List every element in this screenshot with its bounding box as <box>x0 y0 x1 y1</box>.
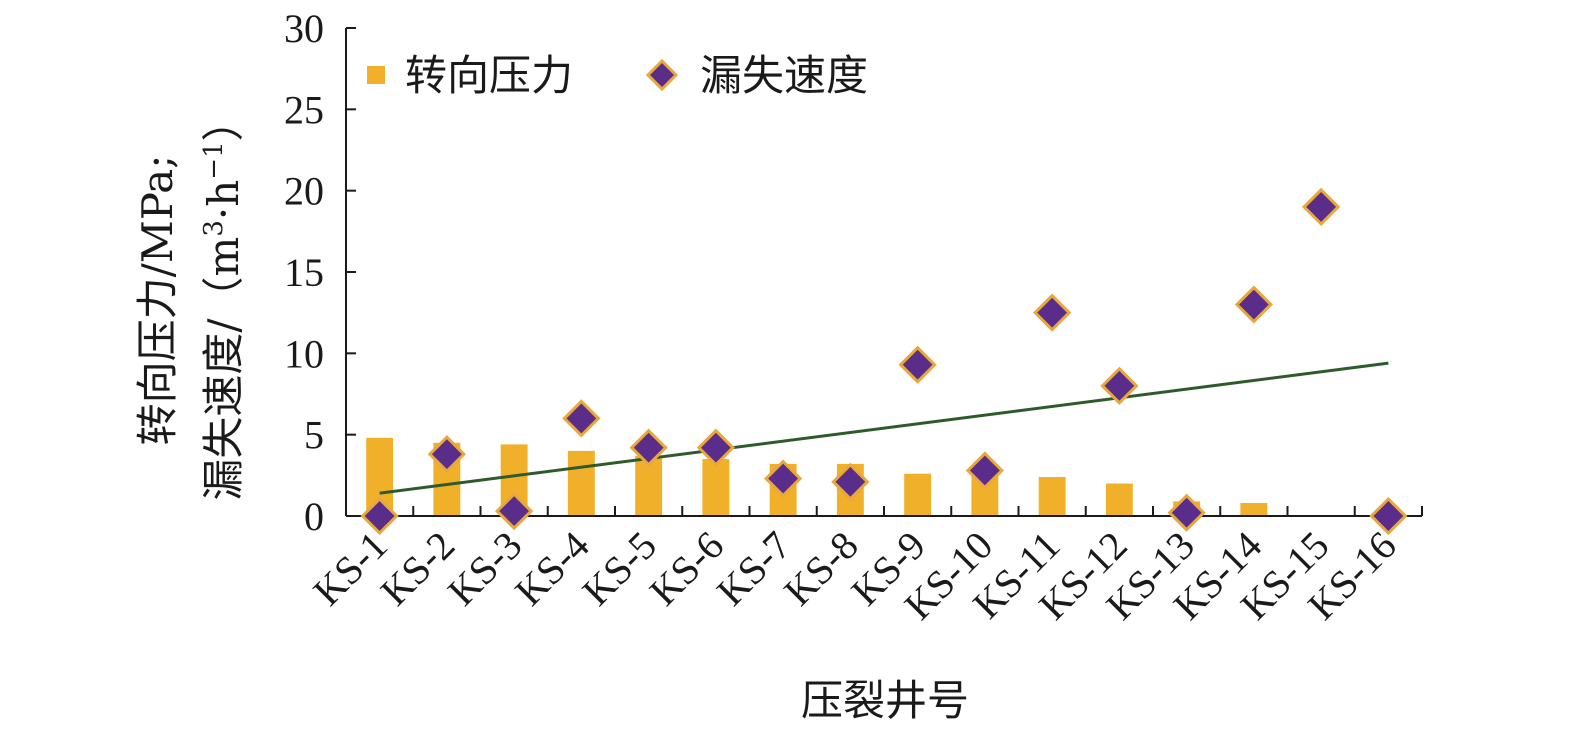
bar-KS-6 <box>702 459 730 516</box>
x-tick-label-KS-2: KS-2 <box>372 523 464 615</box>
bar-KS-9 <box>904 473 932 516</box>
point-KS-11 <box>1033 293 1072 332</box>
trendline <box>379 361 1389 495</box>
point-KS-15 <box>1302 187 1341 227</box>
bar-KS-14 <box>1240 503 1268 516</box>
point-KS-16 <box>1369 496 1408 536</box>
point-KS-9 <box>898 345 937 384</box>
y-tick-label-15: 15 <box>284 250 324 295</box>
y-axis-title-sup-2: −1 <box>199 141 229 179</box>
x-tick-label-KS-3: KS-3 <box>439 523 531 615</box>
x-tick-label-KS-5: KS-5 <box>573 523 665 615</box>
y-tick-label-5: 5 <box>304 413 324 458</box>
y-tick-label-30: 30 <box>284 6 324 51</box>
y-axis-title-line2-mid: ·h <box>199 180 248 220</box>
point-KS-8 <box>831 462 870 501</box>
bar-KS-12 <box>1105 483 1133 516</box>
bar-KS-4 <box>567 450 595 516</box>
y-tick-label-10: 10 <box>284 331 324 376</box>
points-layer <box>360 187 1408 536</box>
y-tick-label-20: 20 <box>284 169 324 214</box>
point-KS-12 <box>1100 366 1139 405</box>
axes-layer <box>345 27 1423 517</box>
legend-label-pressure: 转向压力 <box>405 51 573 100</box>
point-KS-7 <box>764 459 803 498</box>
legend-swatch-leak-rate <box>645 58 679 92</box>
y-tick-label-25: 25 <box>284 87 324 132</box>
point-KS-13 <box>1167 493 1206 532</box>
point-KS-3 <box>495 491 534 531</box>
point-KS-4 <box>562 399 601 438</box>
y-axis-title-line2: 漏失速度/（m3·h−1） <box>199 99 248 500</box>
y-tick-label-0: 0 <box>304 494 324 539</box>
y-axis-title-sup-1: 3 <box>199 220 229 237</box>
x-tick-label-KS-6: KS-6 <box>641 523 733 615</box>
point-KS-10 <box>965 451 1004 490</box>
point-KS-1 <box>360 496 399 536</box>
y-axis-title-line2-suffix: ） <box>199 99 248 141</box>
trend-layer <box>379 361 1389 495</box>
point-KS-2 <box>427 435 466 474</box>
x-tick-label-KS-4: KS-4 <box>506 523 598 615</box>
point-KS-5 <box>629 428 668 467</box>
legend-label-leak-rate: 漏失速度 <box>700 51 868 100</box>
legend: 转向压力 漏失速度 <box>367 51 868 100</box>
bar-KS-11 <box>1038 477 1066 516</box>
x-axis-title: 压裂井号 <box>801 676 969 725</box>
x-tick-label-KS-8: KS-8 <box>775 523 867 615</box>
y-axis-title-line2-prefix: 漏失速度/（m <box>199 237 248 501</box>
point-KS-6 <box>696 428 735 467</box>
legend-swatch-pressure <box>367 66 385 84</box>
x-tick-label-KS-7: KS-7 <box>708 523 800 615</box>
point-KS-14 <box>1234 285 1273 324</box>
y-axis-title-line1: 转向压力/MPa; <box>133 155 182 446</box>
